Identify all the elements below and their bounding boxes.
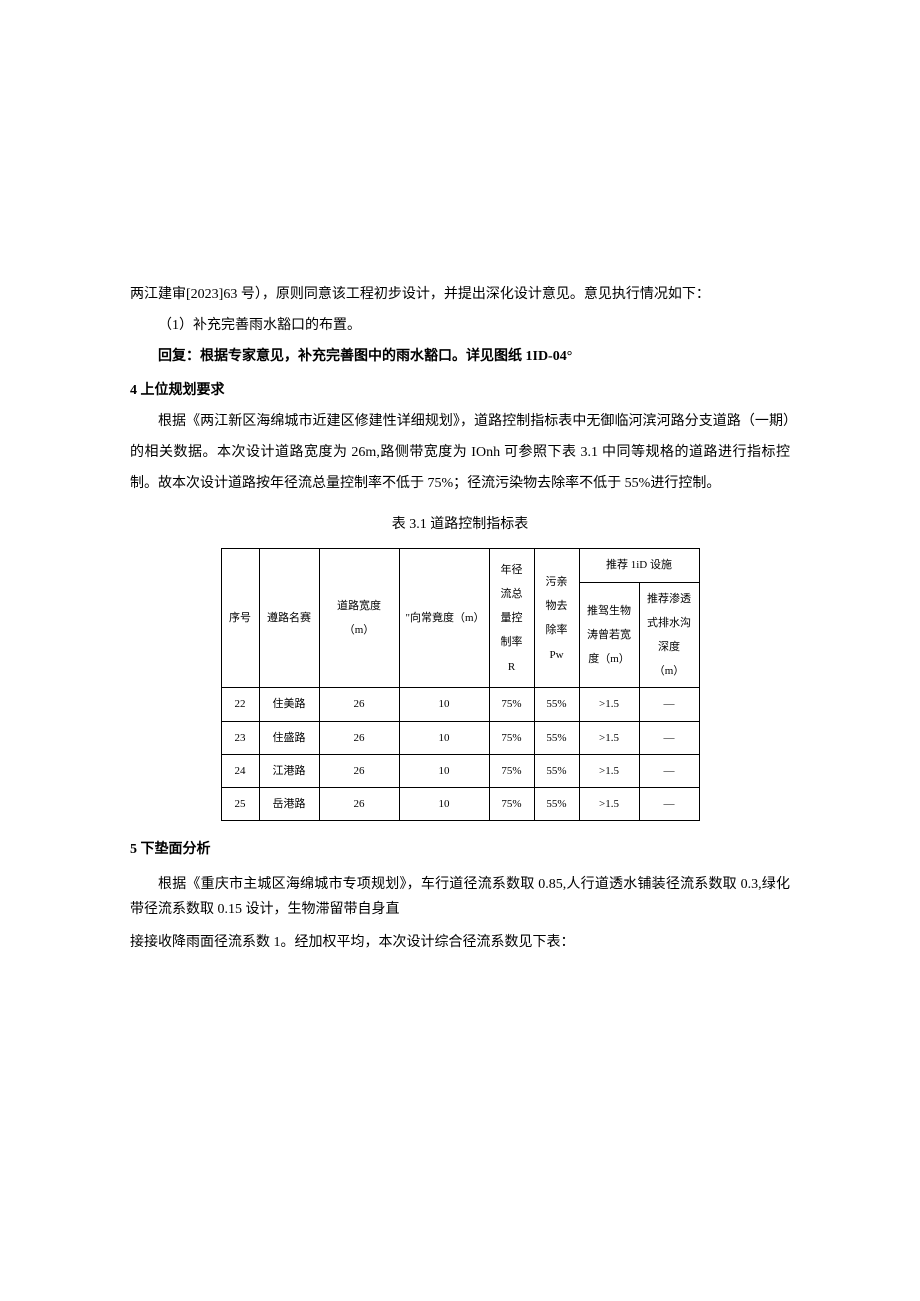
table-row: 25岳港路261075%55%>1.5—: [221, 787, 699, 820]
th-lid2: 推荐渗透式排水沟深度（m）: [639, 582, 699, 688]
table-cell: 26: [319, 754, 399, 787]
table-cell: —: [639, 787, 699, 820]
th-r: 年径流总量控制率 R: [489, 549, 534, 688]
reply-paragraph: 回复：根据专家意见，补充完善图中的雨水豁口。详见图纸 1ID-04°: [130, 342, 790, 373]
table-cell: >1.5: [579, 688, 639, 721]
th-seq: 序号: [221, 549, 259, 688]
list-item-1: （1）补充完善雨水豁口的布置。: [130, 311, 790, 342]
table-cell: 22: [221, 688, 259, 721]
table-cell: 26: [319, 787, 399, 820]
table-cell: 55%: [534, 721, 579, 754]
table-cell: 住美路: [259, 688, 319, 721]
table-cell: 24: [221, 754, 259, 787]
table-cell: 10: [399, 721, 489, 754]
table-row: 23住盛路261075%55%>1.5—: [221, 721, 699, 754]
table-cell: 23: [221, 721, 259, 754]
th-side: "向常竟度（m）: [399, 549, 489, 688]
table-caption: 表 3.1 道路控制指标表: [130, 510, 790, 541]
table-cell: 10: [399, 754, 489, 787]
table-cell: 55%: [534, 787, 579, 820]
table-cell: 江港路: [259, 754, 319, 787]
road-control-table: 序号 遵路名赛 道路宽度（m） "向常竟度（m） 年径流总量控制率 R 污亲物去…: [221, 548, 700, 821]
table-cell: 75%: [489, 688, 534, 721]
table-cell: 住盛路: [259, 721, 319, 754]
table-cell: >1.5: [579, 787, 639, 820]
th-name: 遵路名赛: [259, 549, 319, 688]
section-4-body: 根据《两江新区海绵城市近建区修建性详细规划》，道路控制指标表中无御临河滨河路分支…: [130, 407, 790, 499]
table-cell: 26: [319, 721, 399, 754]
table-cell: 岳港路: [259, 787, 319, 820]
table-cell: 55%: [534, 688, 579, 721]
table-cell: 75%: [489, 754, 534, 787]
table-cell: >1.5: [579, 754, 639, 787]
section-5-p1: 根据《重庆市主城区海绵城市专项规划》，车行道径流系数取 0.85,人行道透水铺装…: [130, 872, 790, 922]
table-cell: 75%: [489, 787, 534, 820]
section-4-heading: 4 上位规划要求: [130, 376, 790, 407]
th-lid1: 推驾生物涛曾若宽度（m）: [579, 582, 639, 688]
table-cell: —: [639, 721, 699, 754]
table-cell: >1.5: [579, 721, 639, 754]
table-row: 22住美路261075%55%>1.5—: [221, 688, 699, 721]
table-cell: 10: [399, 688, 489, 721]
th-lid-group: 推荐 1iD 设施: [579, 549, 699, 582]
intro-paragraph: 两江建审[2023]63 号），原则同意该工程初步设计，并提出深化设计意见。意见…: [130, 280, 790, 311]
table-cell: 55%: [534, 754, 579, 787]
table-cell: 25: [221, 787, 259, 820]
table-cell: —: [639, 754, 699, 787]
th-width: 道路宽度（m）: [319, 549, 399, 688]
section-5-p2: 接接收降雨面径流系数 1。经加权平均，本次设计综合径流系数见下表：: [130, 930, 790, 955]
section-5-heading: 5 下垫面分析: [130, 835, 790, 866]
table-cell: 75%: [489, 721, 534, 754]
table-cell: —: [639, 688, 699, 721]
th-pw: 污亲物去除率 Pw: [534, 549, 579, 688]
table-cell: 10: [399, 787, 489, 820]
table-row: 24江港路261075%55%>1.5—: [221, 754, 699, 787]
table-cell: 26: [319, 688, 399, 721]
